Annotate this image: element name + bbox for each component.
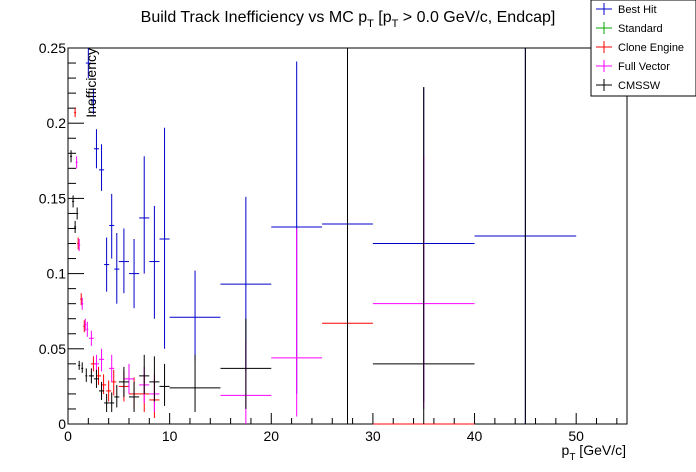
data-point	[74, 220, 77, 233]
data-point	[109, 392, 115, 412]
legend-box	[590, 0, 696, 97]
x-axis: 0 10 20 30 40 50	[64, 413, 618, 444]
chart-title-rest: > 0.0 GeV/c, Endcap]	[398, 9, 555, 26]
data-point	[114, 384, 120, 408]
data-point	[78, 239, 81, 252]
data-series	[70, 48, 577, 425]
data-point	[98, 348, 105, 372]
data-point	[271, 228, 323, 417]
data-point	[109, 193, 115, 259]
data-point	[159, 127, 170, 349]
data-point	[88, 368, 94, 384]
y-tick-label: 0.15	[39, 190, 66, 206]
data-point	[109, 354, 115, 382]
data-point	[75, 156, 78, 169]
legend: Best Hit Standard Clone Engine Full Vector C…	[590, 0, 696, 97]
data-point	[159, 363, 170, 406]
legend-item-best-hit: Best Hit	[596, 3, 657, 16]
x-axis-title: pT [GeV/c]	[562, 442, 626, 463]
data-point	[322, 48, 373, 425]
data-point	[474, 48, 577, 425]
chart-title-mid: [p	[374, 9, 392, 26]
data-point	[93, 369, 99, 388]
data-point	[169, 354, 221, 412]
legend-label: Full Vector	[618, 61, 670, 73]
legend-item-standard: Standard	[596, 22, 663, 35]
x-tick-label: 30	[365, 428, 381, 444]
data-point	[84, 318, 87, 331]
y-tick-label: 0.2	[47, 115, 67, 131]
data-point	[118, 366, 129, 397]
data-point	[118, 228, 129, 294]
data-point	[149, 205, 160, 319]
y-axis-title: Inefficiency	[83, 48, 99, 118]
series-clone-engine	[74, 108, 577, 425]
data-point	[78, 360, 81, 370]
x-tick-label: 40	[467, 428, 483, 444]
data-point	[149, 356, 160, 402]
legend-label: Clone Engine	[618, 42, 684, 54]
data-point	[139, 354, 150, 394]
y-tick-label: 0.05	[39, 341, 66, 357]
chart-title-sub2: T	[392, 18, 399, 30]
data-point	[128, 381, 140, 412]
data-point	[106, 380, 112, 402]
data-point	[81, 362, 84, 373]
data-point	[98, 144, 105, 191]
data-point	[104, 393, 110, 412]
data-point	[70, 150, 73, 163]
data-point	[93, 129, 99, 169]
legend-label: Standard	[618, 23, 663, 35]
data-point	[85, 368, 88, 382]
series-cmssw	[70, 48, 577, 425]
data-point	[128, 239, 140, 309]
x-axis-title-unit: [GeV/c]	[575, 442, 626, 458]
chart-title-sub: T	[367, 18, 374, 30]
series-best-hit	[85, 48, 577, 424]
chart-title-main: Build Track Inefficiency vs MC p	[141, 9, 368, 26]
legend-label: CMSSW	[618, 80, 661, 92]
data-point	[72, 195, 75, 208]
x-tick-label: 50	[568, 428, 584, 444]
data-point	[139, 156, 150, 274]
y-tick-label: 0	[58, 416, 66, 432]
data-point	[114, 232, 120, 304]
y-axis: 0 0.05 0.1 0.15 0.2 0.25	[39, 40, 84, 432]
data-point	[86, 321, 89, 337]
legend-item-full-vector: Full Vector	[596, 60, 670, 73]
x-tick-label: 20	[263, 428, 279, 444]
data-point	[76, 207, 79, 220]
data-point	[90, 88, 96, 115]
x-tick-label: 10	[162, 428, 178, 444]
data-point	[169, 270, 221, 361]
data-point	[74, 108, 77, 118]
data-point	[98, 381, 105, 400]
data-point	[220, 318, 272, 409]
y-tick-label: 0.25	[39, 40, 66, 56]
data-point	[81, 297, 84, 310]
data-point	[372, 87, 475, 424]
x-tick-label: 0	[64, 428, 72, 444]
data-point	[123, 363, 135, 394]
x-axis-title-sub: T	[569, 452, 575, 463]
legend-item-cmssw: CMSSW	[596, 79, 661, 92]
y-tick-label: 0.1	[47, 266, 67, 282]
legend-item-clone-engine: Clone Engine	[596, 41, 684, 54]
series-full-vector	[75, 156, 475, 424]
data-point	[85, 48, 91, 79]
x-axis-title-main: p	[562, 442, 570, 458]
data-point	[88, 330, 94, 346]
legend-label: Best Hit	[618, 4, 657, 16]
chart-title: Build Track Inefficiency vs MC pT [pT > …	[141, 9, 556, 30]
data-point	[104, 237, 110, 292]
